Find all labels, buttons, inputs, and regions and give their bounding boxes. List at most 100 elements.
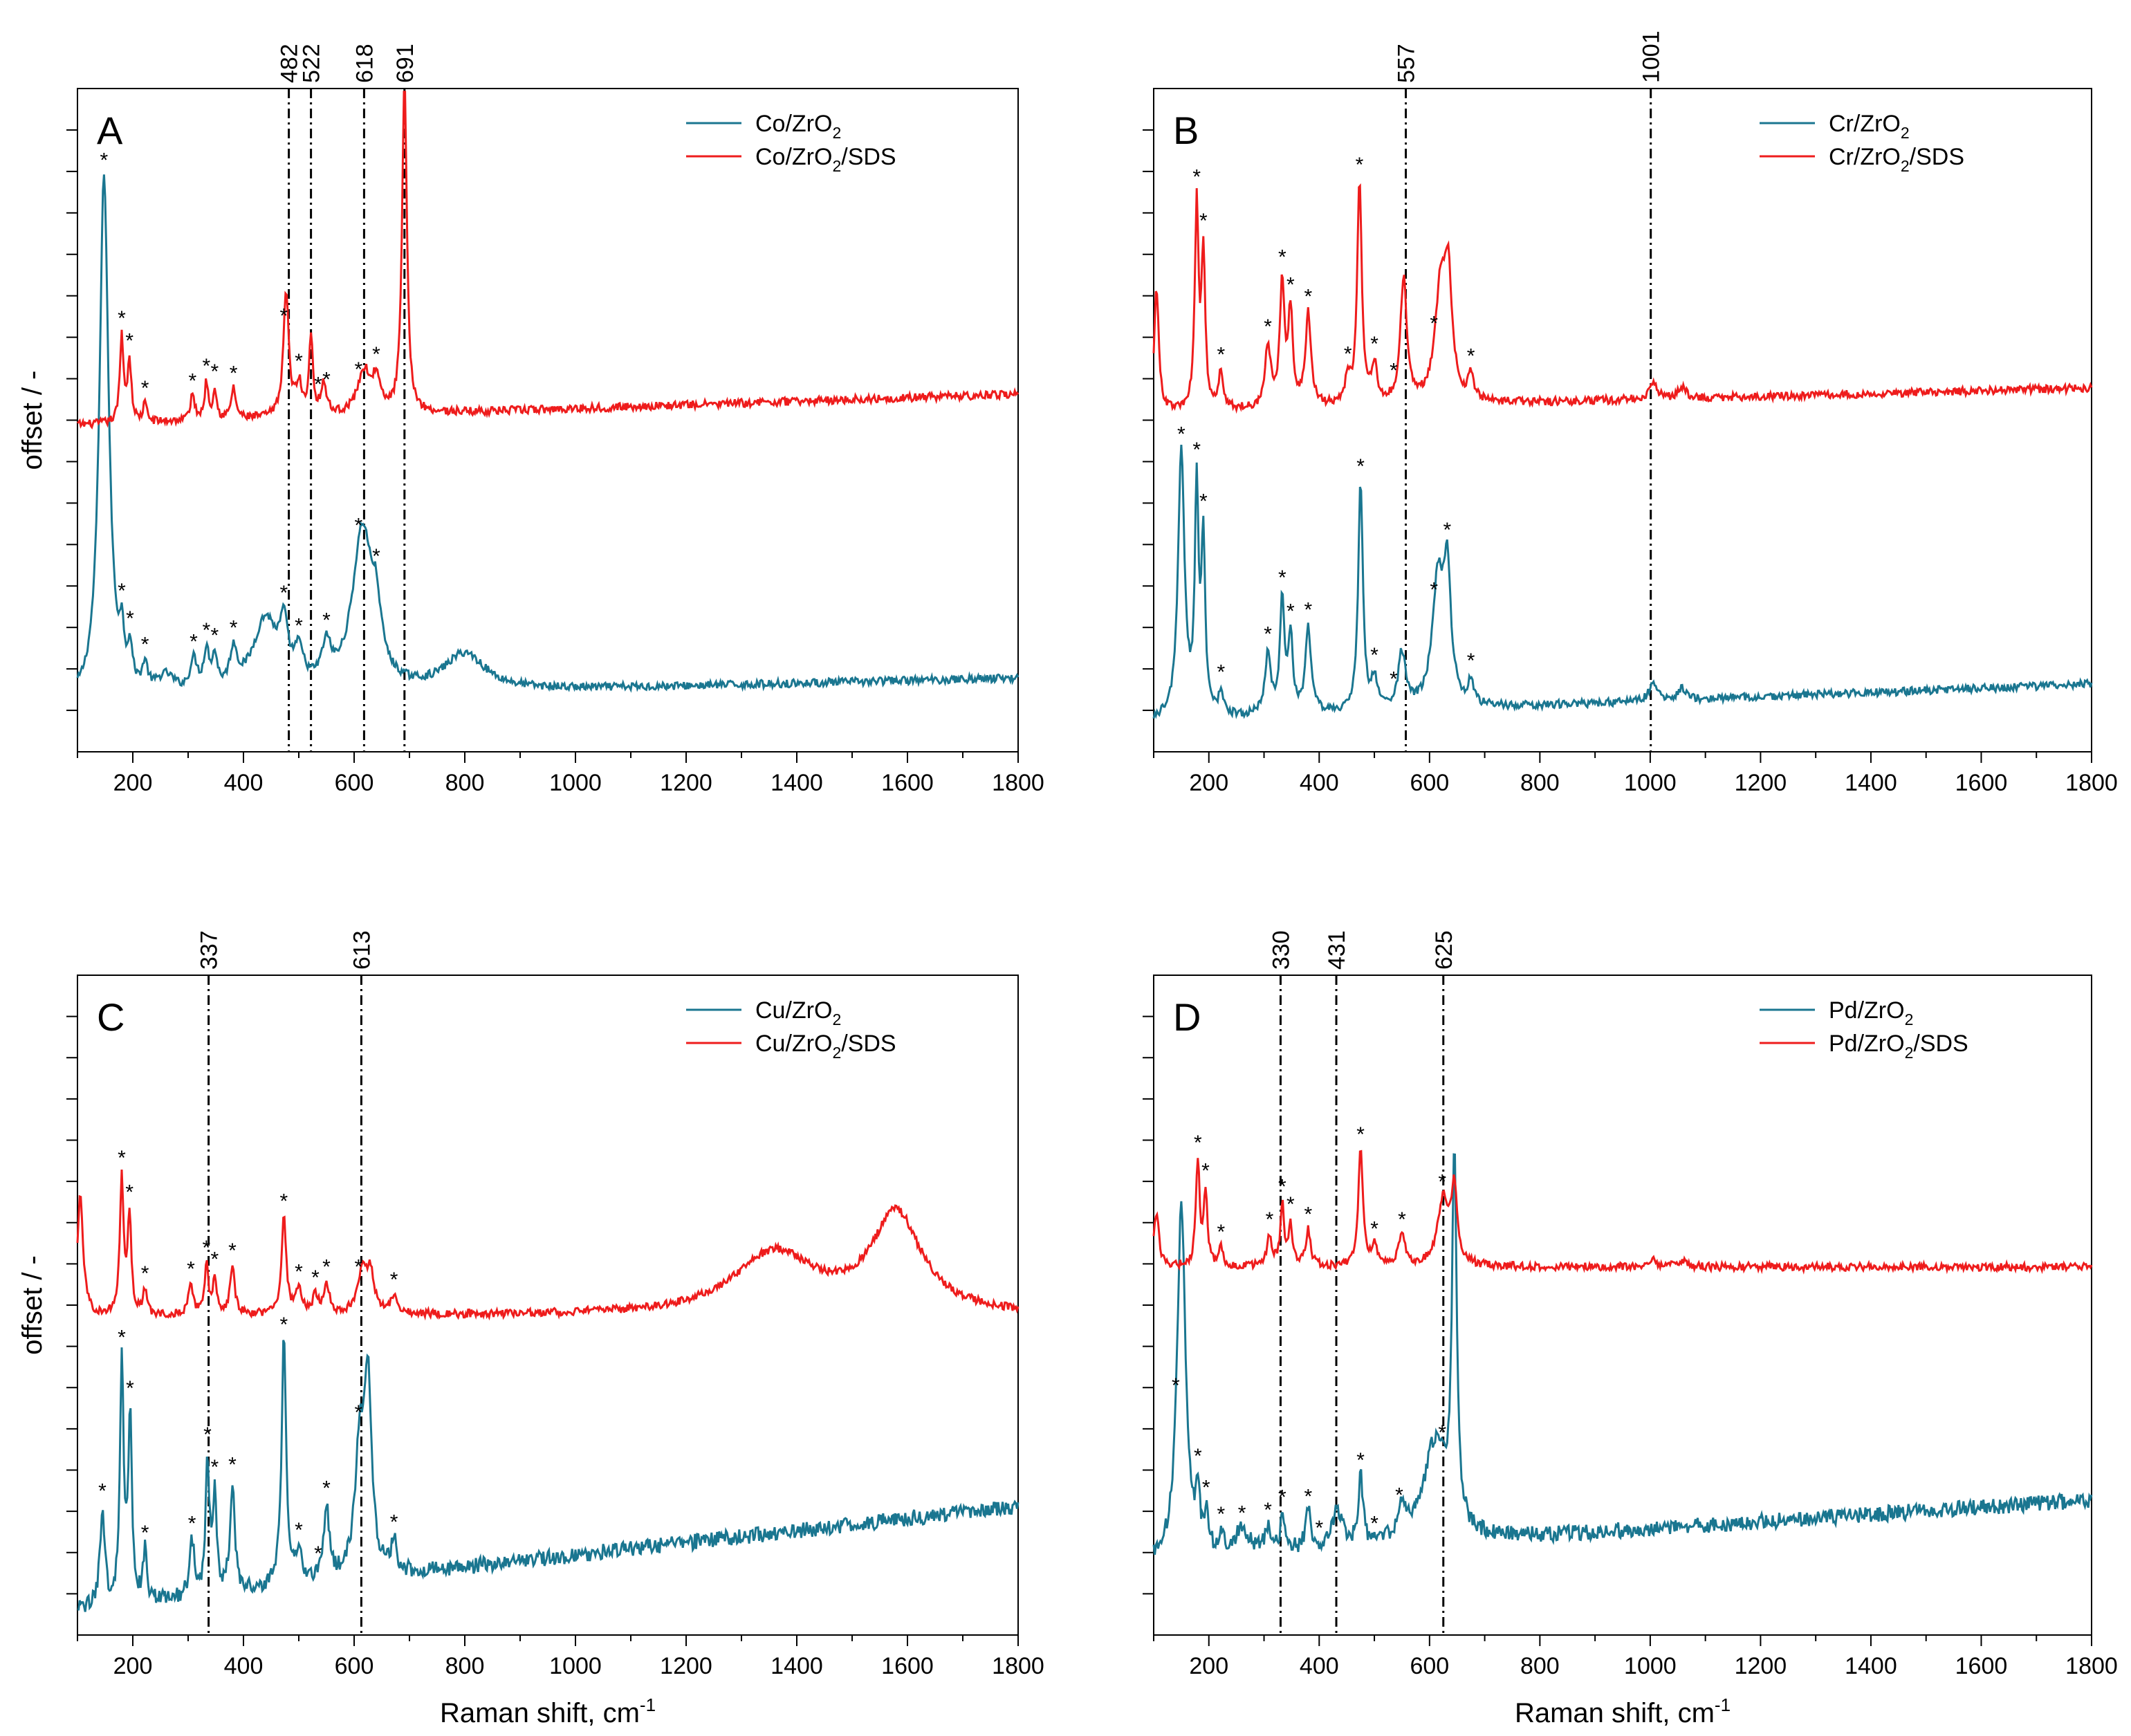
x-tick-label: 600 — [335, 770, 374, 796]
peak-marker: * — [322, 1255, 331, 1278]
peak-marker: * — [372, 343, 380, 366]
peak-marker: * — [1199, 490, 1208, 513]
x-tick-label: 1800 — [2065, 770, 2118, 796]
peak-marker: * — [1430, 579, 1438, 602]
peak-marker: * — [322, 609, 331, 631]
peak-marker: * — [1370, 1217, 1378, 1240]
reference-line-label: 431 — [1324, 930, 1350, 970]
peak-marker: * — [1177, 423, 1186, 446]
series-line-plain — [1152, 1153, 2093, 1555]
x-tick-label: 1600 — [881, 770, 934, 796]
x-tick-label: 200 — [1189, 1653, 1228, 1679]
x-tick-label: 1000 — [549, 770, 602, 796]
legend-suffix: /SDS — [841, 1031, 896, 1057]
x-tick-label: 800 — [1520, 1653, 1560, 1679]
reference-line-label: 330 — [1268, 930, 1294, 970]
x-tick-label: 1200 — [1735, 770, 1787, 796]
peak-marker: * — [1304, 1203, 1312, 1226]
x-tick-label: 1600 — [1955, 1653, 2008, 1679]
panel-letter: C — [97, 995, 124, 1039]
reference-line-label: 618 — [351, 44, 378, 83]
x-axis-label: Raman shift, cm-1 — [440, 1695, 656, 1728]
x-axis-label-superscript: -1 — [1715, 1695, 1731, 1715]
x-tick-label: 1400 — [771, 770, 823, 796]
peak-marker: * — [1278, 1175, 1286, 1198]
peak-marker: * — [211, 360, 219, 383]
peak-marker: * — [1356, 1449, 1365, 1472]
peak-marker: * — [1194, 1132, 1202, 1154]
peak-marker: * — [228, 1454, 237, 1477]
reference-line-label: 522 — [299, 44, 325, 83]
peak-marker: * — [1304, 598, 1312, 621]
legend-subscript: 2 — [1905, 1010, 1914, 1028]
legend-label: Cu/ZrO2 — [755, 997, 841, 1028]
reference-line-label: 557 — [1394, 44, 1420, 83]
x-tick-label: 400 — [1300, 770, 1339, 796]
panel-c: 200 400 600 800 1000 1200 1400 1600 1800 337 613 * *… — [17, 930, 1044, 1728]
legend-label: Cu/ZrO2/SDS — [755, 1031, 896, 1062]
y-axis-label: offset / - — [17, 1255, 48, 1355]
peak-marker: * — [141, 377, 149, 400]
reference-line-label: 625 — [1431, 930, 1457, 970]
peak-marker: * — [230, 362, 238, 385]
peak-marker: * — [1172, 1374, 1180, 1397]
plot-frame — [77, 975, 1019, 1636]
reference-line-label: 1001 — [1639, 30, 1665, 83]
peak-marker: * — [203, 619, 211, 642]
peak-marker: * — [295, 1519, 303, 1542]
peak-marker: * — [1443, 519, 1452, 542]
peak-marker: * — [1370, 333, 1378, 355]
x-tick-label: 1200 — [660, 1653, 712, 1679]
peak-marker: * — [1201, 1160, 1210, 1183]
peak-marker: * — [126, 1377, 134, 1400]
plot-frame — [77, 88, 1019, 752]
peak-marker: * — [1199, 210, 1208, 232]
legend-subscript: 2 — [832, 157, 841, 175]
peak-marker: * — [1286, 600, 1295, 622]
reference-line-label: 613 — [349, 930, 375, 970]
legend-subscript: 2 — [1901, 157, 1910, 175]
peak-marker: * — [187, 1257, 195, 1280]
peak-marker: * — [1467, 649, 1475, 672]
peak-marker: * — [203, 1423, 212, 1446]
peak-marker: * — [1202, 1477, 1210, 1499]
legend-label: Co/ZrO2 — [755, 111, 841, 142]
peak-marker: * — [1286, 1193, 1295, 1216]
x-tick-label: 1200 — [1735, 1653, 1787, 1679]
peak-marker: * — [314, 1542, 322, 1565]
peak-marker: * — [118, 1326, 126, 1349]
peak-marker: * — [280, 1313, 288, 1336]
peak-marker: * — [141, 1262, 149, 1285]
legend-subscript: 2 — [832, 124, 841, 142]
x-tick-label: 1000 — [1624, 770, 1677, 796]
y-axis-label: offset / - — [17, 371, 48, 470]
peak-marker: * — [322, 368, 331, 391]
peak-marker: * — [1390, 359, 1398, 382]
x-tick-label: 1400 — [771, 1653, 823, 1679]
peak-marker: * — [355, 1401, 363, 1424]
peak-marker: * — [390, 1511, 398, 1534]
peak-marker: * — [188, 1513, 196, 1535]
x-tick-label: 600 — [1410, 1653, 1449, 1679]
peak-marker: * — [118, 1147, 126, 1170]
peak-marker: * — [1278, 246, 1286, 268]
peak-marker: * — [1266, 1208, 1274, 1231]
x-tick-label: 600 — [335, 1653, 374, 1679]
peak-marker: * — [98, 1480, 107, 1503]
panel-letter: D — [1173, 995, 1201, 1039]
series-line-sds — [1152, 1149, 2093, 1275]
peak-marker: * — [355, 1256, 363, 1279]
peak-marker: * — [1217, 661, 1225, 683]
peak-marker: * — [1217, 1503, 1225, 1526]
x-tick-label: 1800 — [992, 770, 1044, 796]
peak-marker: * — [100, 149, 109, 172]
reference-line-label: 691 — [392, 44, 418, 83]
peak-marker: * — [1390, 668, 1398, 691]
peak-marker: * — [211, 1456, 219, 1479]
peak-marker: * — [1264, 1499, 1272, 1522]
peak-marker: * — [1194, 1445, 1202, 1468]
peak-marker: * — [1344, 342, 1352, 365]
x-tick-label: 200 — [113, 770, 153, 796]
peak-marker: * — [141, 1522, 149, 1544]
